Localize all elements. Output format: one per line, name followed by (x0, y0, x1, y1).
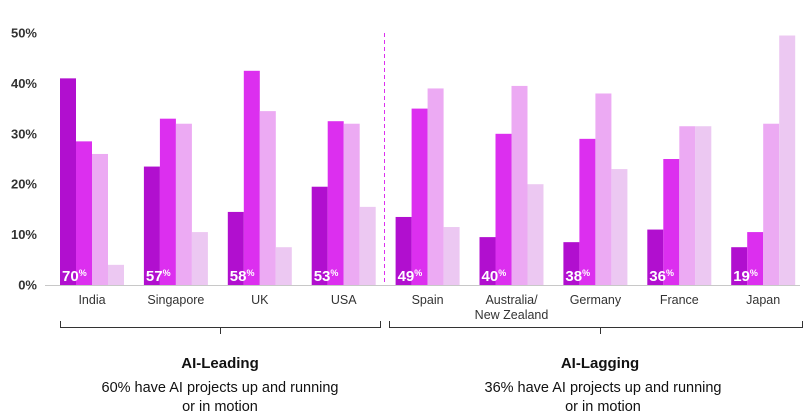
x-category-label: India (78, 293, 105, 307)
bar (159, 118, 176, 286)
bar (747, 232, 764, 285)
bar (311, 186, 328, 285)
group-subtitle-line1-ai-leading: 60% have AI projects up and running (102, 380, 339, 396)
bar (647, 229, 664, 285)
bar (275, 247, 292, 285)
group-bracket-ai-leading (60, 321, 381, 334)
bar (579, 138, 596, 285)
bar (563, 242, 580, 285)
bar (779, 35, 796, 285)
group-subtitle-line2-ai-lagging: or in motion (565, 399, 641, 415)
percent-badge: 36% (649, 268, 674, 285)
bar (76, 141, 92, 285)
bar (175, 123, 192, 285)
percent-badge: 40% (482, 268, 507, 285)
x-category-label: UK (251, 293, 269, 307)
x-category-label: France (660, 293, 699, 307)
percent-badge: 53% (314, 268, 339, 285)
bar (143, 166, 160, 285)
percent-badge: 57% (146, 268, 171, 285)
x-category-label: Spain (412, 293, 444, 307)
bar (259, 111, 276, 286)
y-tick-label: 50% (11, 26, 37, 41)
x-category-label: Singapore (147, 293, 204, 307)
y-tick-label: 10% (11, 227, 37, 242)
bar (763, 123, 780, 285)
bar (695, 126, 712, 286)
y-tick-label: 30% (11, 126, 37, 141)
bar (479, 237, 496, 285)
bar (595, 93, 612, 285)
bar (92, 153, 108, 285)
group-subtitle-line2-ai-leading: or in motion (182, 399, 258, 415)
bar (359, 206, 376, 285)
bar (527, 184, 544, 285)
bar (611, 169, 628, 285)
percent-badge: 70% (62, 268, 87, 285)
percent-badge: 49% (398, 268, 423, 285)
percent-badge: 58% (230, 268, 255, 285)
bar (227, 211, 244, 285)
x-category-label: Japan (746, 293, 780, 307)
percent-badge: 38% (565, 268, 590, 285)
bar (731, 247, 748, 285)
bar (343, 123, 360, 285)
bar (511, 85, 528, 285)
bars-layer (60, 35, 796, 286)
bar (411, 108, 428, 285)
bar (191, 232, 208, 285)
bar (395, 216, 412, 285)
bar (60, 78, 76, 285)
bar (443, 227, 460, 285)
group-title-ai-lagging: AI-Lagging (561, 355, 639, 372)
bar (679, 126, 696, 286)
bar (243, 70, 260, 285)
label-layer: India Singapore UK USA Spain Australia/New Ze… (78, 293, 780, 322)
x-category-label: USA (331, 293, 357, 307)
group-title-ai-leading: AI-Leading (181, 355, 259, 372)
bar (327, 121, 344, 285)
bar (427, 88, 444, 285)
bar (663, 159, 680, 285)
bar (495, 133, 512, 285)
x-category-label: Australia/New Zealand (475, 293, 549, 322)
y-tick-label: 20% (11, 177, 37, 192)
axis-layer: 0% 10% 20% 30% 40% 50% (11, 26, 800, 293)
y-tick-label: 40% (11, 76, 37, 91)
y-tick-label: 0% (18, 278, 37, 293)
group-bracket-ai-lagging (389, 321, 803, 334)
group-subtitle-line1-ai-lagging: 36% have AI projects up and running (485, 380, 722, 396)
x-category-label: Germany (570, 293, 622, 307)
bar (108, 264, 124, 285)
badge-layer: 70% 57% 58% 53% 49% 40% 38% 36% 19% (62, 268, 758, 285)
percent-badge: 19% (733, 268, 758, 285)
